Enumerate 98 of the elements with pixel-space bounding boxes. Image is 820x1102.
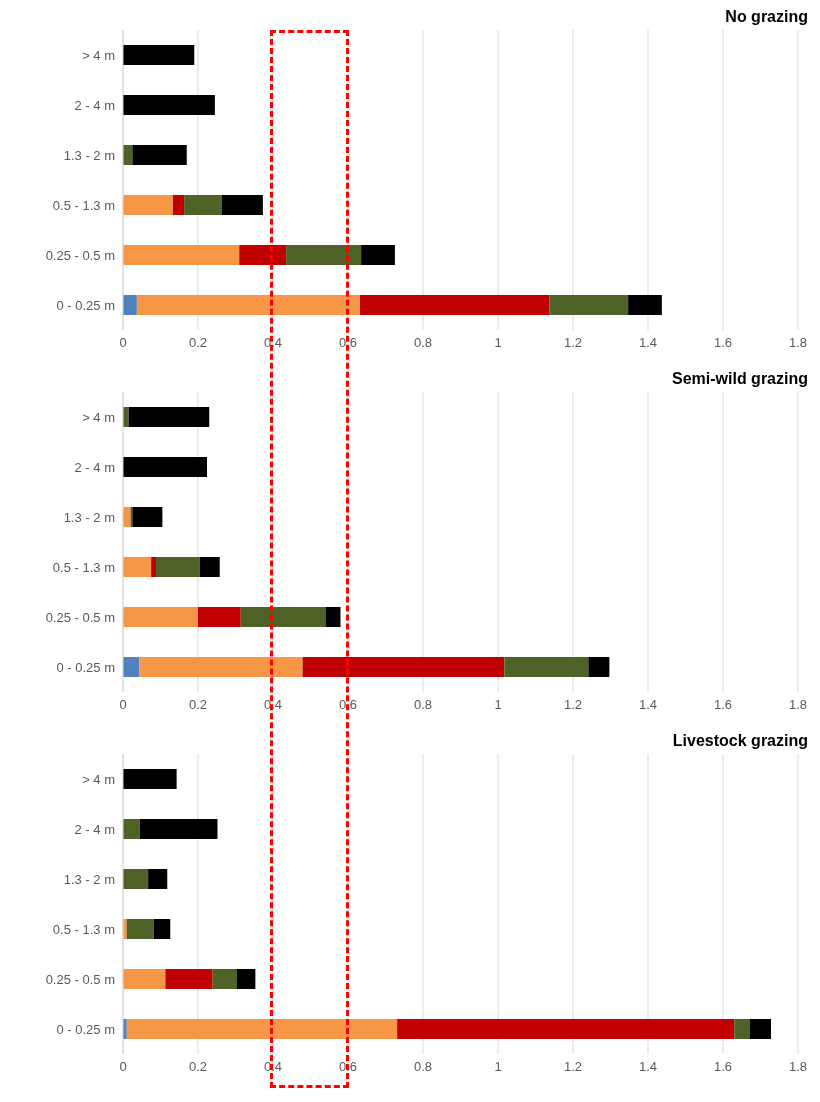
bar (123, 607, 198, 627)
x-tick-label: 1.8 (788, 1059, 808, 1075)
bar (504, 657, 589, 677)
bar (750, 1019, 771, 1039)
bar (172, 195, 185, 215)
bar (360, 295, 550, 315)
bar (397, 1019, 735, 1039)
y-tick-label: 0 - 0.25 m (56, 659, 115, 675)
bar (139, 657, 303, 677)
y-tick-label: 2 - 4 m (74, 459, 115, 475)
x-tick-label: 1.2 (563, 1059, 583, 1075)
y-tick-label: > 4 m (82, 771, 115, 787)
y-tick-label: 0 - 0.25 m (56, 1021, 115, 1037)
y-tick-label: 0 - 0.25 m (56, 297, 115, 313)
chart-title: No grazing (725, 8, 808, 26)
y-tick-label: 0.5 - 1.3 m (52, 921, 115, 937)
bar (153, 919, 171, 939)
bar (123, 45, 195, 65)
x-tick-label: 1 (494, 1059, 502, 1075)
x-tick-label: 0.8 (413, 697, 433, 713)
x-tick-label: 1.6 (713, 1059, 733, 1075)
bar (132, 145, 187, 165)
bar (286, 245, 362, 265)
x-tick-label: 1.4 (638, 1059, 658, 1075)
x-tick-label: 1.8 (788, 335, 808, 351)
x-tick-label: 1.8 (788, 697, 808, 713)
bar (302, 657, 505, 677)
bar (123, 95, 215, 115)
bar (123, 195, 173, 215)
x-tick-label: 0.6 (338, 335, 358, 351)
y-tick-label: 0.25 - 0.5 m (45, 609, 115, 625)
bar (156, 557, 200, 577)
y-tick-label: > 4 m (82, 47, 115, 63)
bar (136, 295, 360, 315)
x-tick-label: 1 (494, 335, 502, 351)
x-tick-label: 1.6 (713, 335, 733, 351)
x-tick-label: 1.4 (638, 335, 658, 351)
bar (139, 819, 218, 839)
y-tick-label: 1.3 - 2 m (63, 509, 115, 525)
x-tick-label: 1 (494, 697, 502, 713)
bar (148, 869, 168, 889)
bar (126, 1019, 398, 1039)
x-tick-label: 1.6 (713, 697, 733, 713)
bar (198, 607, 241, 627)
chart-title: Semi-wild grazing (671, 370, 808, 388)
bar (237, 969, 256, 989)
x-tick-label: 0 (119, 335, 127, 351)
bar (239, 245, 287, 265)
x-tick-label: 0.6 (338, 1059, 358, 1075)
bar (549, 295, 629, 315)
bar (325, 607, 341, 627)
bar (123, 819, 140, 839)
x-tick-label: 0.2 (188, 1059, 208, 1075)
bar (184, 195, 222, 215)
chart-title: Livestock grazing (672, 732, 808, 750)
bar (151, 557, 156, 577)
bar (734, 1019, 750, 1039)
x-tick-label: 0.2 (188, 335, 208, 351)
bar (240, 607, 326, 627)
x-tick-label: 0.8 (413, 1059, 433, 1075)
y-tick-label: > 4 m (82, 409, 115, 425)
x-tick-label: 1.2 (563, 697, 583, 713)
y-tick-label: 0.25 - 0.5 m (45, 971, 115, 987)
bar (126, 919, 154, 939)
bar (165, 969, 213, 989)
y-tick-label: 0.5 - 1.3 m (52, 197, 115, 213)
y-tick-label: 0.25 - 0.5 m (45, 247, 115, 263)
x-tick-label: 1.2 (563, 335, 583, 351)
bar (123, 557, 152, 577)
bar (123, 457, 207, 477)
bar (123, 969, 166, 989)
y-tick-label: 2 - 4 m (74, 97, 115, 113)
bar (199, 557, 220, 577)
bar (123, 769, 177, 789)
y-tick-label: 0.5 - 1.3 m (52, 559, 115, 575)
bar (123, 869, 149, 889)
bar (123, 657, 140, 677)
x-tick-label: 0.4 (263, 697, 283, 713)
x-tick-label: 0.6 (338, 697, 358, 713)
x-tick-label: 1.4 (638, 697, 658, 713)
bar (221, 195, 263, 215)
x-tick-label: 0.8 (413, 335, 433, 351)
bar (128, 407, 210, 427)
bar (123, 295, 137, 315)
bar (123, 245, 240, 265)
y-tick-label: 1.3 - 2 m (63, 871, 115, 887)
x-tick-label: 0.4 (263, 335, 283, 351)
x-tick-label: 0 (119, 1059, 127, 1075)
bar (212, 969, 237, 989)
bar (132, 507, 163, 527)
bar (588, 657, 610, 677)
y-tick-label: 2 - 4 m (74, 821, 115, 837)
bar (123, 507, 131, 527)
y-tick-label: 1.3 - 2 m (63, 147, 115, 163)
bar (628, 295, 662, 315)
x-tick-label: 0 (119, 697, 127, 713)
bar (361, 245, 395, 265)
x-tick-label: 0.2 (188, 697, 208, 713)
